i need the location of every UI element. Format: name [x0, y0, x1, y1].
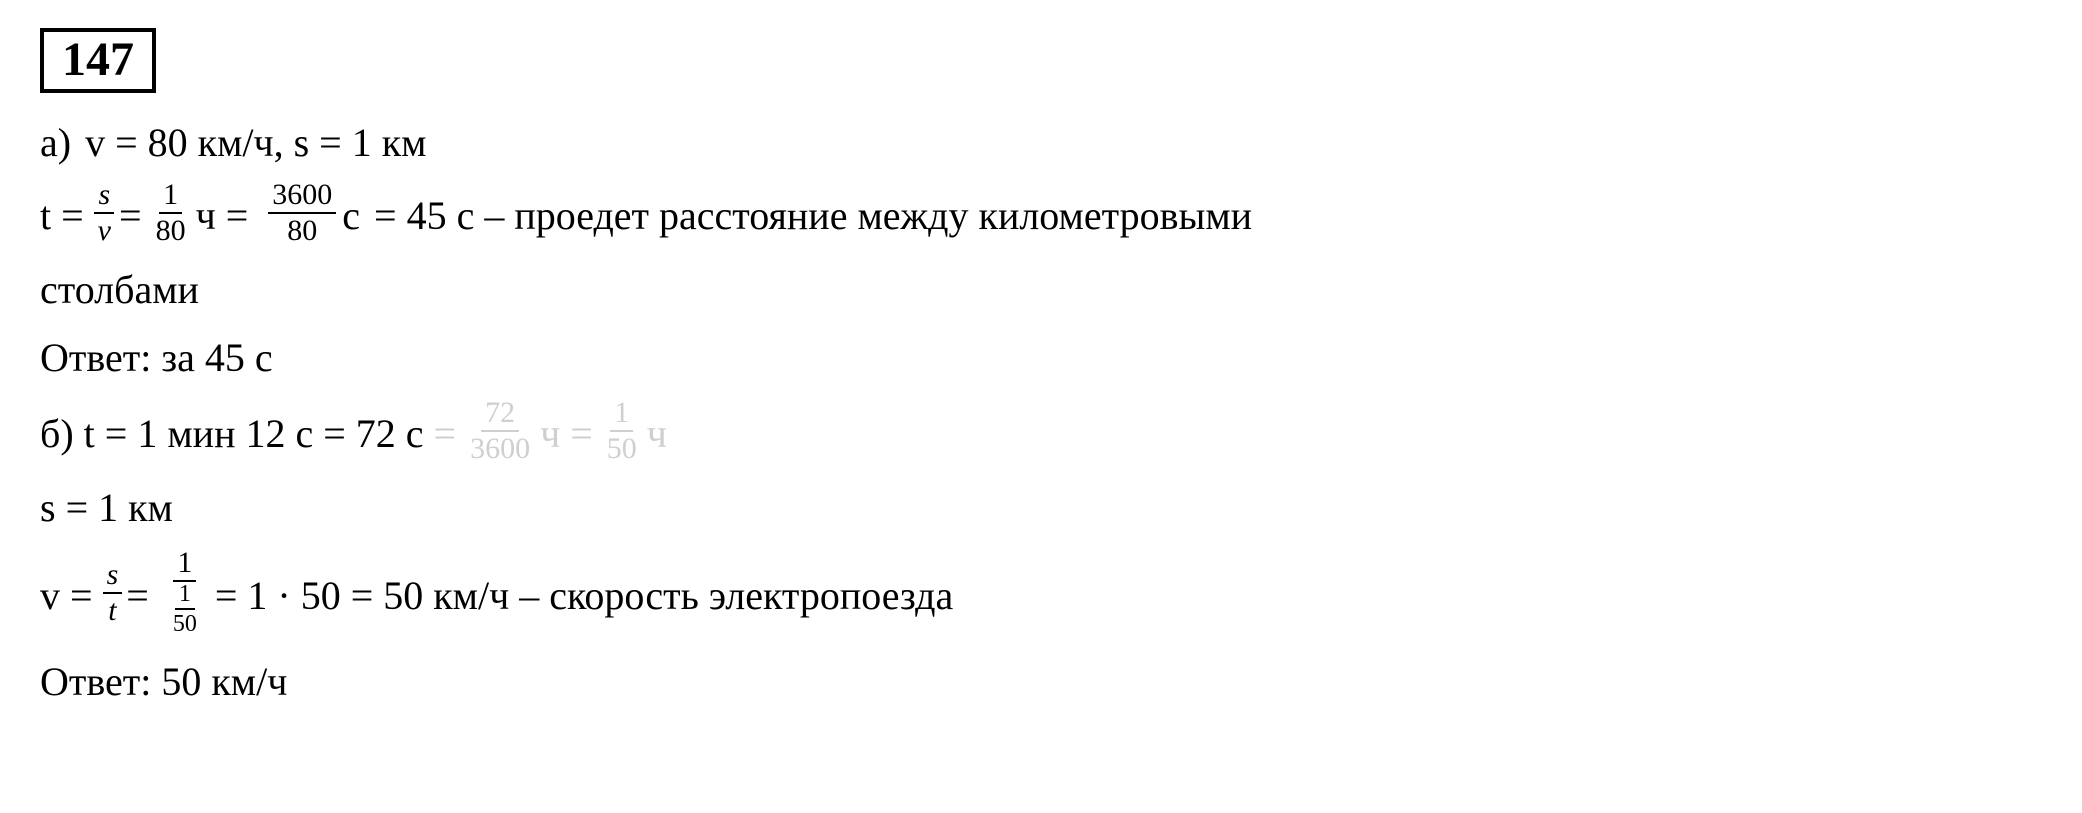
equals-faded: = — [434, 410, 457, 457]
part-b-prefix: б) t = 1 мин 12 с = 72 с — [40, 410, 424, 457]
unit-seconds: с — [342, 192, 360, 239]
frac-num: 72 — [481, 398, 519, 432]
unit-hours: ч — [196, 192, 216, 239]
frac-num: 1 — [173, 548, 196, 582]
part-b-calc: v = s t = 1 1 50 = 1 · 50 = 50 км/ч – ск… — [40, 550, 2042, 640]
frac-num: 1 — [175, 582, 195, 610]
frac-num: s — [94, 180, 114, 214]
unit-hours-faded: ч — [540, 410, 560, 457]
frac-num: 3600 — [268, 180, 336, 214]
equals: = — [119, 192, 142, 239]
equals: = — [126, 572, 149, 619]
frac-den: t — [104, 594, 120, 626]
part-b-given-s: s = 1 км — [40, 482, 2042, 534]
calc-prefix: v = — [40, 572, 93, 619]
fraction-s-over-v: s v — [94, 180, 115, 246]
page: 147 а) v = 80 км/ч, s = 1 км t = s v = 1… — [0, 0, 2082, 752]
part-a-given-text: v = 80 км/ч, s = 1 км — [85, 119, 426, 166]
fraction-1-over-50: 1 50 — [603, 398, 641, 464]
frac-den: 1 50 — [159, 582, 211, 638]
part-a-answer: Ответ: за 45 с — [40, 332, 2042, 384]
frac-num: 1 — [159, 180, 182, 214]
frac-num: 1 — [610, 398, 633, 432]
frac-den: 50 — [603, 432, 641, 464]
fraction-nested: 1 1 50 — [159, 548, 211, 638]
part-a-calc: t = s v = 1 80 ч = 3600 80 с = 45 с – пр… — [40, 182, 2042, 248]
fraction-1-over-50-inner: 1 50 — [169, 582, 201, 636]
problem-number-box: 147 — [40, 28, 156, 93]
part-a-label: а) — [40, 119, 71, 166]
frac-den: v — [94, 214, 115, 246]
frac-den: 50 — [169, 610, 201, 636]
problem-number: 147 — [62, 33, 134, 86]
unit-hours-faded: ч — [647, 410, 667, 457]
fraction-1-over-80: 1 80 — [152, 180, 190, 246]
part-a-calc-continuation: столбами — [40, 264, 2042, 316]
part-b-answer: Ответ: 50 км/ч — [40, 656, 2042, 708]
equals-faded: = — [570, 410, 593, 457]
calc-prefix: t = — [40, 192, 84, 239]
fraction-s-over-t: s t — [103, 560, 123, 626]
part-b-line1: б) t = 1 мин 12 с = 72 с = 72 3600 ч = 1… — [40, 400, 2042, 466]
part-a-given: а) v = 80 км/ч, s = 1 км — [40, 119, 2042, 166]
frac-den: 3600 — [466, 432, 534, 464]
frac-den: 80 — [152, 214, 190, 246]
fraction-72-over-3600: 72 3600 — [466, 398, 534, 464]
calc-result-text: = 45 с – проедет расстояние между киломе… — [374, 192, 1252, 239]
frac-num: s — [103, 560, 123, 594]
frac-den: 80 — [283, 214, 321, 246]
fraction-3600-over-80: 3600 80 — [268, 180, 336, 246]
calc-result-text: = 1 · 50 = 50 км/ч – скорость электропое… — [215, 572, 953, 619]
equals: = — [226, 192, 249, 239]
